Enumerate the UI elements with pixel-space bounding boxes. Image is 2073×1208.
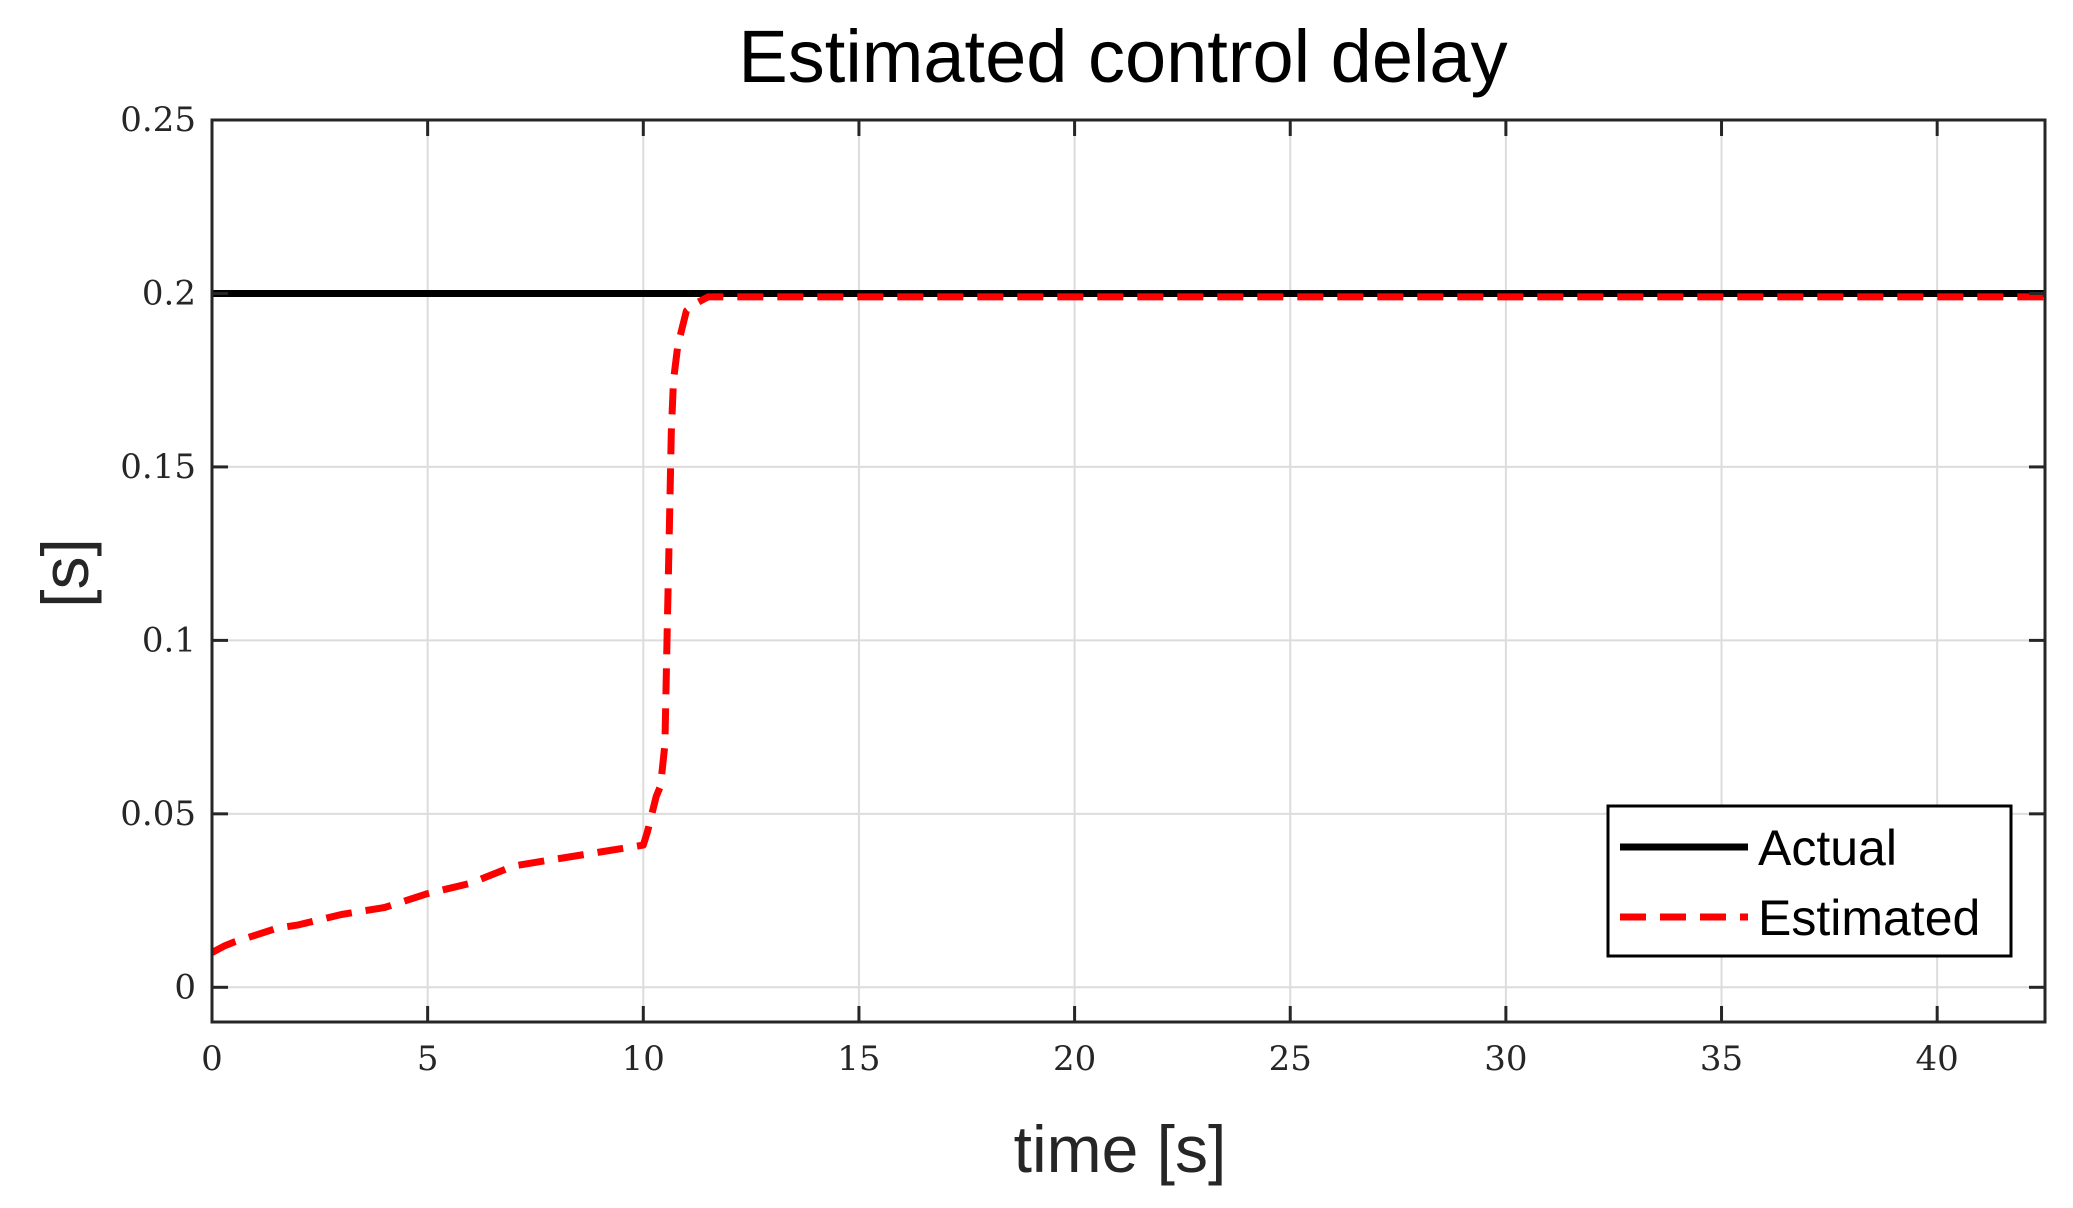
- legend-label-actual: Actual: [1758, 820, 1897, 876]
- x-tick-label: 25: [1269, 1039, 1312, 1079]
- y-axis-label: [s]: [28, 538, 102, 608]
- x-tick-label: 40: [1916, 1039, 1959, 1079]
- x-tick-label: 10: [622, 1039, 665, 1079]
- x-axis-label: time [s]: [1014, 1112, 1227, 1186]
- y-tick-label: 0.25: [120, 100, 196, 140]
- y-tick-label: 0.05: [120, 794, 196, 834]
- x-tick-labels: 0 5 10 15 20 25 30 35 40: [201, 1039, 1959, 1079]
- series-lines: [210, 290, 2045, 956]
- chart-title: Estimated control delay: [738, 15, 1507, 98]
- x-tick-label: 20: [1053, 1039, 1096, 1079]
- x-tick-label: 0: [201, 1039, 223, 1079]
- legend-box: [1606, 804, 2013, 958]
- x-tick-label: 15: [837, 1039, 880, 1079]
- axes-frame: [210, 118, 2047, 1024]
- y-tick-labels: 0 0.05 0.1 0.15 0.2 0.25: [120, 100, 196, 1007]
- series-line-estimated: [210, 293, 2045, 956]
- y-tick-label: 0.2: [142, 273, 196, 313]
- x-tick-label: 30: [1484, 1039, 1527, 1079]
- x-tick-label: 5: [417, 1039, 439, 1079]
- legend: Actual Estimated: [1606, 804, 2013, 958]
- y-tick-label: 0.15: [120, 447, 196, 487]
- y-tick-label: 0: [174, 967, 196, 1007]
- y-tick-label: 0.1: [142, 620, 196, 660]
- tick-marks: [210, 118, 2045, 1022]
- legend-label-estimated: Estimated: [1758, 890, 1980, 946]
- x-tick-label: 35: [1700, 1039, 1743, 1079]
